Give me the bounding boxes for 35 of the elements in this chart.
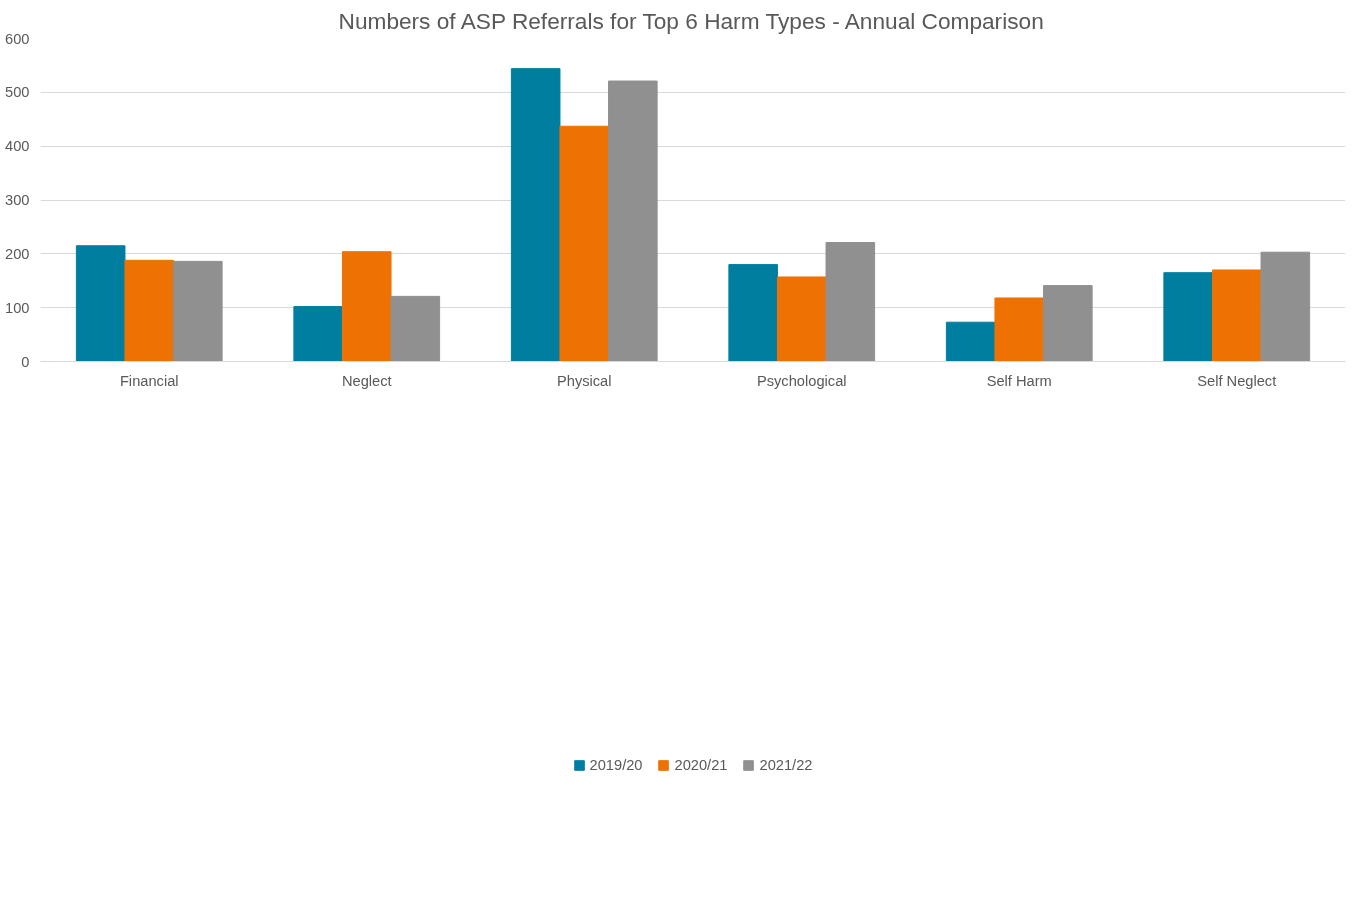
y-tick-label: 100: [5, 299, 30, 316]
x-tick-label: Self Neglect: [1197, 372, 1277, 389]
bar: [825, 242, 876, 362]
legend-label: 2021/22: [759, 757, 813, 773]
bar: [776, 276, 827, 362]
bar: [1260, 251, 1311, 362]
x-tick-label: Financial: [119, 372, 179, 389]
x-tick-label: Neglect: [341, 372, 392, 389]
bar: [510, 68, 561, 362]
legend-label: 2019/20: [589, 757, 643, 773]
bar: [1211, 269, 1262, 362]
bar: [390, 295, 441, 362]
bar: [608, 80, 658, 362]
bar: [1043, 285, 1093, 362]
bar: [1163, 272, 1213, 362]
bar: [173, 260, 223, 362]
y-tick-label: 600: [5, 30, 30, 47]
y-tick-label: 200: [5, 245, 30, 262]
legend-label: 2020/21: [674, 757, 728, 773]
chart-title: Numbers of ASP Referrals for Top 6 Harm Types - Annual Comparison: [338, 7, 1044, 34]
x-tick-label: Physical: [556, 372, 612, 389]
x-tick-label: Self Harm: [986, 372, 1052, 389]
bar: [559, 125, 610, 362]
bar: [728, 264, 778, 362]
y-tick-label: 0: [21, 353, 30, 370]
y-tick-label: 400: [5, 138, 30, 155]
x-tick-label: Psychological: [756, 372, 847, 389]
bar: [945, 321, 996, 362]
bar: [75, 245, 126, 362]
bar: [124, 259, 175, 362]
bar: [293, 306, 343, 362]
y-tick-label: 500: [5, 84, 30, 101]
y-tick-label: 300: [5, 192, 30, 208]
bar: [341, 251, 392, 362]
bar: [994, 297, 1045, 362]
